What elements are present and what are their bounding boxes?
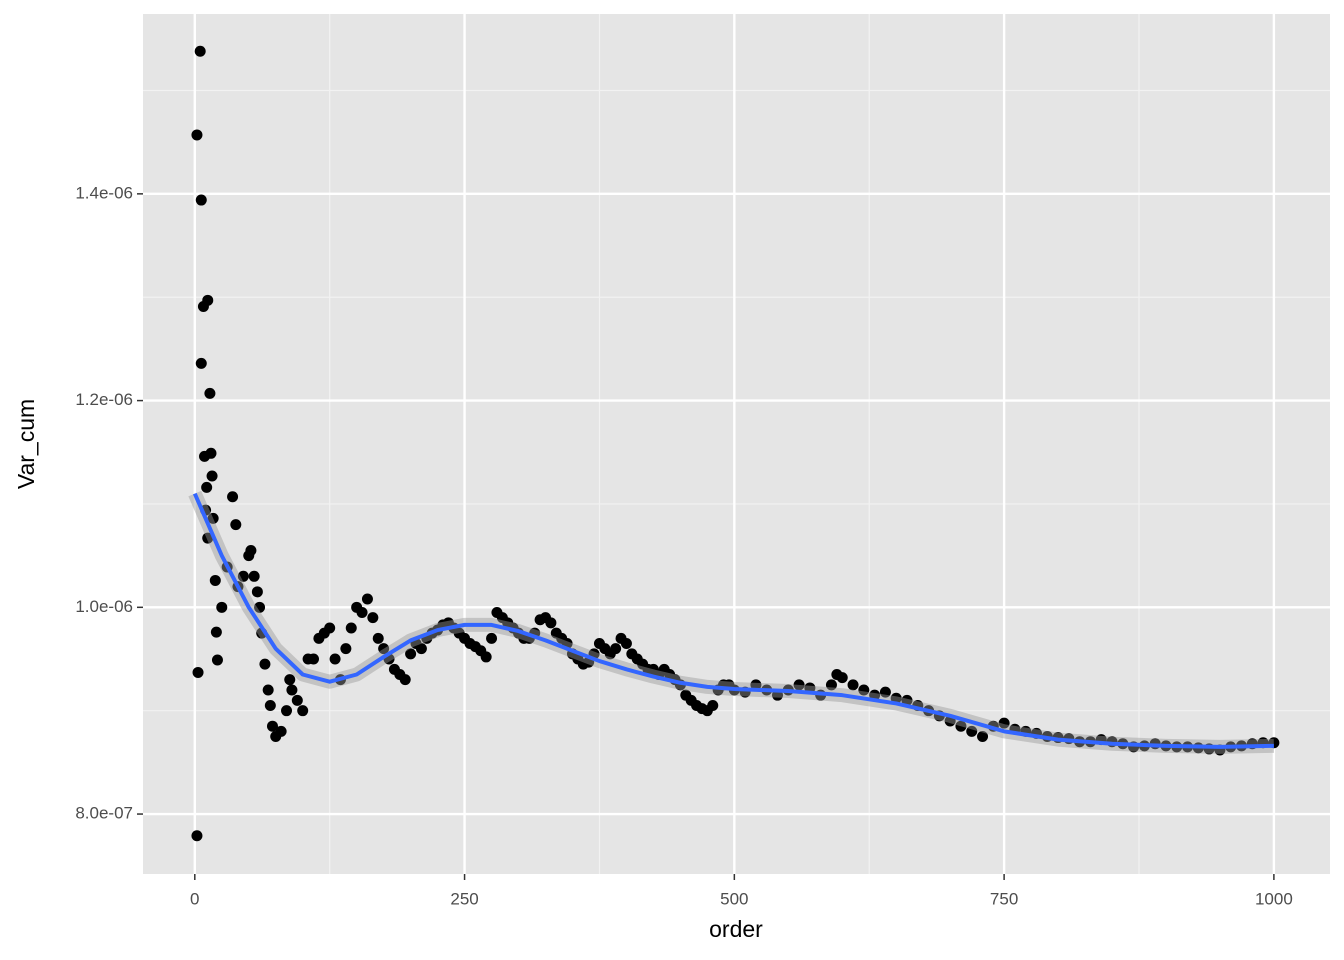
point <box>545 617 557 629</box>
point <box>266 720 278 732</box>
point <box>707 700 719 712</box>
point <box>356 606 368 618</box>
point <box>307 653 319 665</box>
x-tick-label: 500 <box>720 889 748 908</box>
point <box>340 643 352 655</box>
point <box>262 684 274 696</box>
point <box>230 519 242 531</box>
point <box>199 450 211 462</box>
point <box>858 684 870 696</box>
point <box>207 512 219 524</box>
y-axis-title: Var_cum <box>13 399 39 489</box>
point <box>405 648 417 660</box>
point <box>291 694 303 706</box>
point <box>275 725 287 737</box>
point <box>216 601 228 613</box>
point <box>966 725 978 737</box>
point <box>750 679 762 691</box>
point <box>284 674 296 686</box>
point <box>480 651 492 663</box>
point <box>206 470 218 482</box>
x-tick-label: 1000 <box>1255 889 1293 908</box>
point <box>191 830 203 842</box>
point <box>415 643 427 655</box>
point <box>227 491 239 503</box>
point <box>195 357 207 369</box>
smooth-line <box>192 492 1274 749</box>
point <box>286 684 298 696</box>
axes: 0 250 500 750 1000 8.0e-07 1.0e-06 1.2e-06 1.4e-… <box>75 183 1292 908</box>
point <box>210 626 222 638</box>
point <box>195 194 207 206</box>
point <box>248 570 260 582</box>
point <box>211 654 223 666</box>
point <box>793 679 805 691</box>
point <box>202 294 214 306</box>
point <box>281 705 293 717</box>
y-tick-label: 1.4e-06 <box>75 183 133 202</box>
point <box>245 544 257 556</box>
point <box>209 574 221 586</box>
point <box>201 481 213 493</box>
point <box>324 622 336 634</box>
point <box>610 643 622 655</box>
point <box>254 601 266 613</box>
point <box>361 593 373 605</box>
point <box>901 694 913 706</box>
point <box>955 720 967 732</box>
grid <box>143 14 1330 874</box>
y-tick-label: 8.0e-07 <box>75 804 133 823</box>
point <box>345 622 357 634</box>
point <box>251 586 263 598</box>
point <box>367 612 379 624</box>
point <box>372 632 384 644</box>
y-tick-label: 1.0e-06 <box>75 597 133 616</box>
point <box>977 731 989 743</box>
point <box>620 637 632 649</box>
point <box>378 643 390 655</box>
x-axis-title: order <box>709 916 763 942</box>
point <box>237 570 249 582</box>
y-tick-label: 1.2e-06 <box>75 390 133 409</box>
point <box>194 45 206 57</box>
point <box>204 387 216 399</box>
point <box>847 679 859 691</box>
point <box>259 658 271 670</box>
x-tick-label: 0 <box>190 889 199 908</box>
point <box>297 705 309 717</box>
point <box>486 632 498 644</box>
point <box>191 129 203 141</box>
point <box>264 700 276 712</box>
point <box>202 532 214 544</box>
x-tick-label: 250 <box>450 889 478 908</box>
x-tick-label: 750 <box>990 889 1018 908</box>
point <box>879 686 891 698</box>
point <box>825 679 837 691</box>
point <box>192 666 204 678</box>
point <box>399 674 411 686</box>
point <box>998 717 1010 729</box>
panel <box>143 14 1330 874</box>
point <box>329 653 341 665</box>
marks <box>188 45 1280 842</box>
point <box>836 672 848 684</box>
